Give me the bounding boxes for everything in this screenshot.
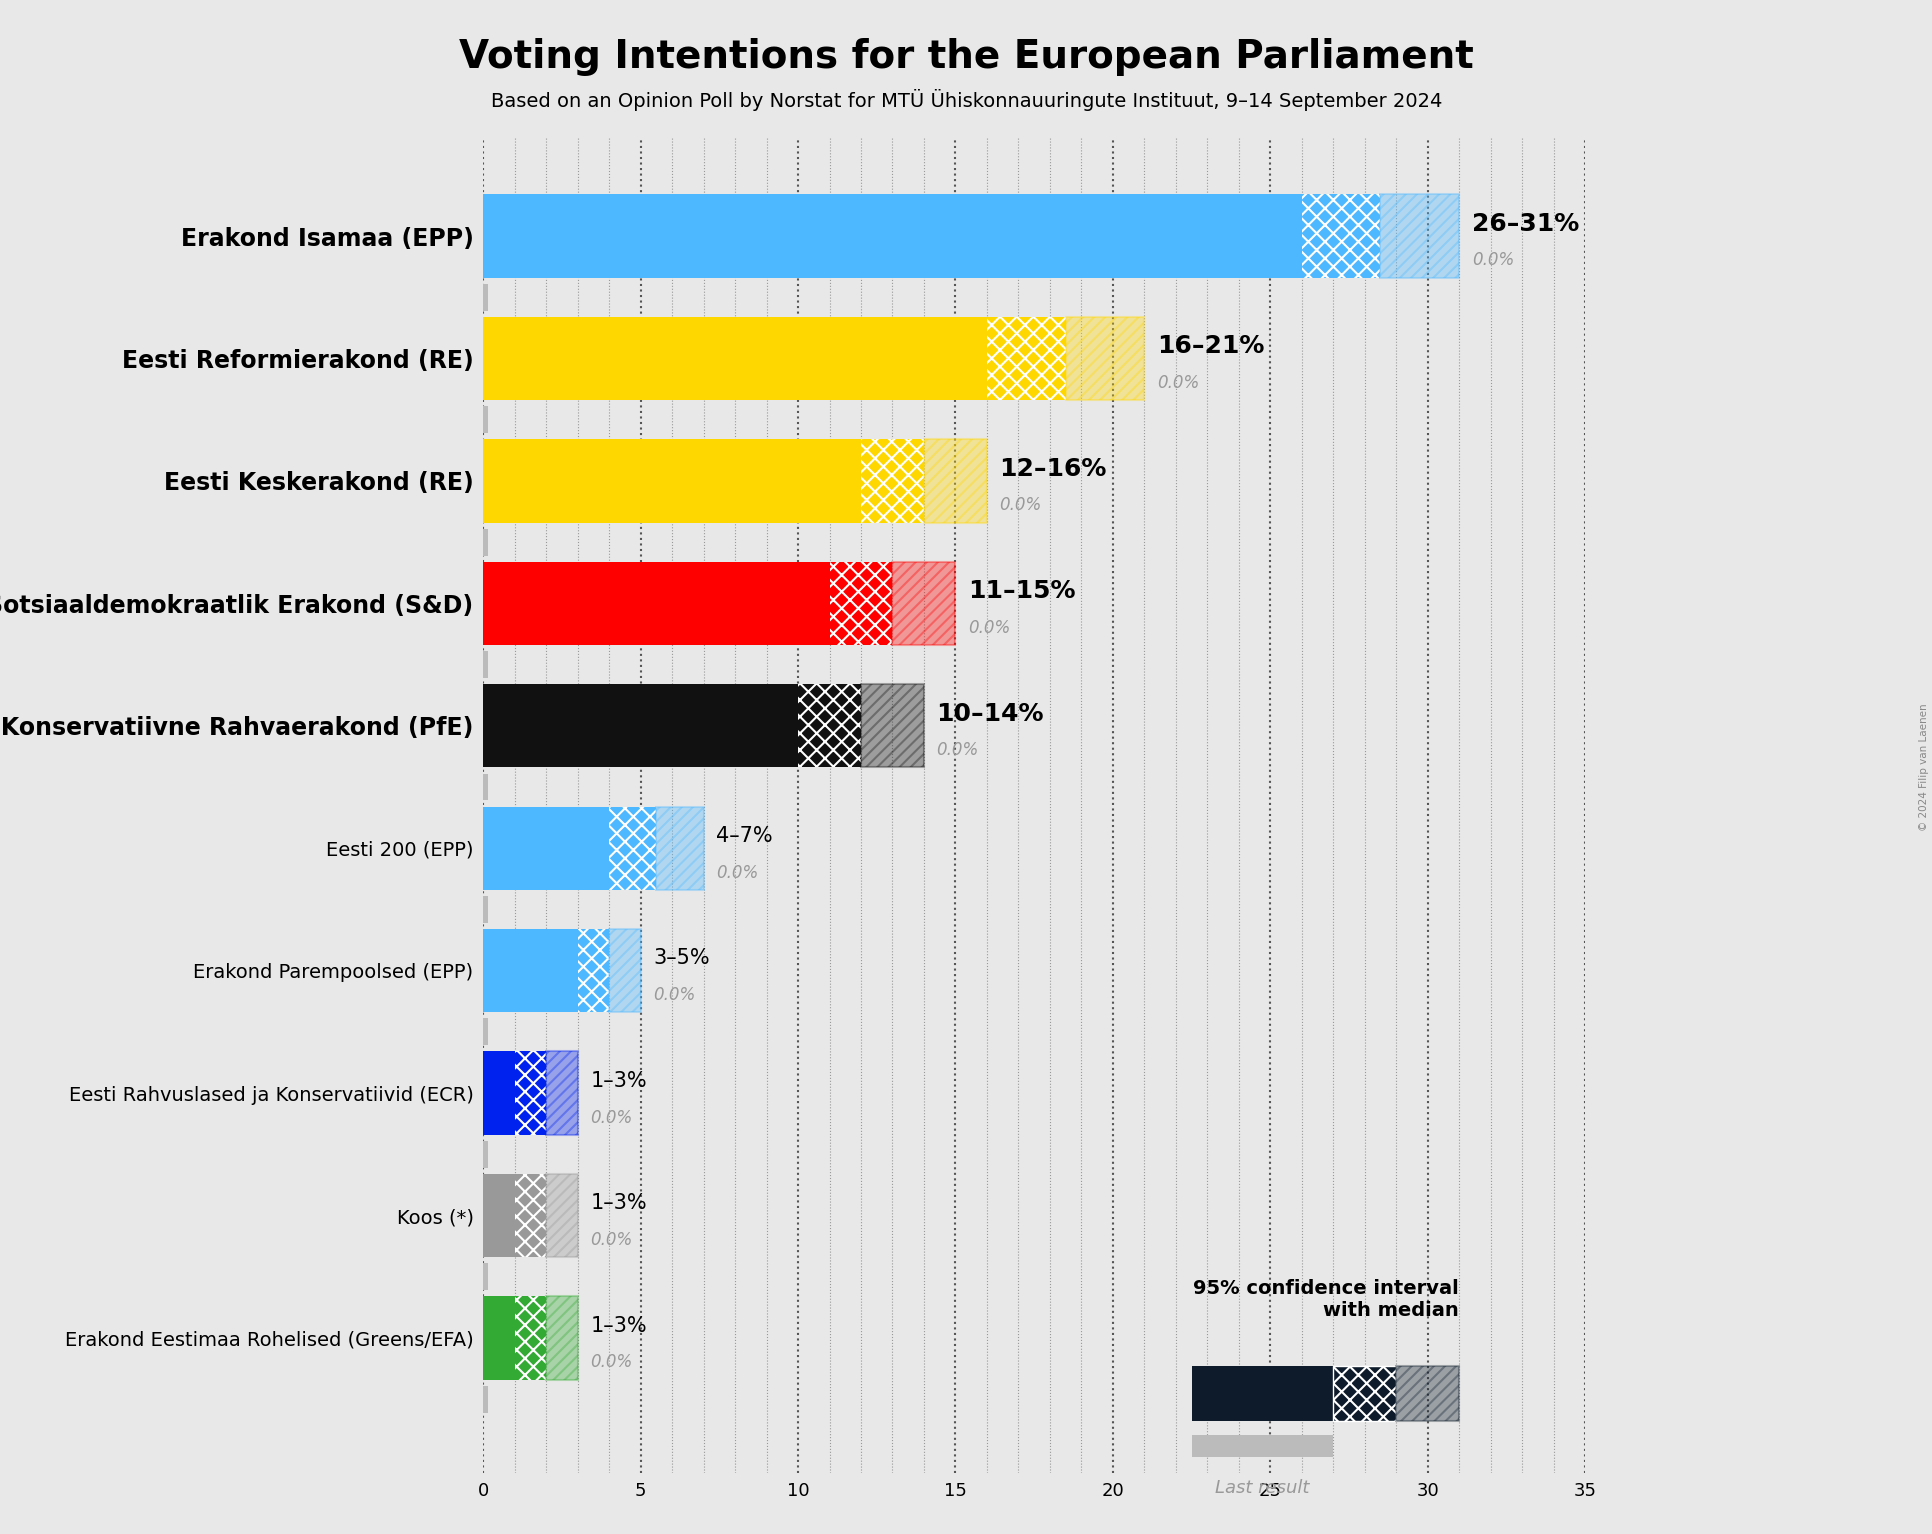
Bar	[483, 1019, 487, 1045]
Bar	[483, 650, 487, 678]
Bar	[987, 318, 1065, 400]
Text: 0.0%: 0.0%	[653, 986, 696, 1005]
Bar	[609, 930, 639, 1012]
Text: 1–3%: 1–3%	[589, 1071, 647, 1091]
Text: 0.0%: 0.0%	[937, 741, 978, 759]
Text: 3–5%: 3–5%	[653, 948, 709, 968]
Bar	[483, 773, 487, 801]
Bar	[923, 439, 987, 523]
Bar	[829, 561, 893, 644]
Text: 0.0%: 0.0%	[999, 497, 1041, 514]
Text: 0.0%: 0.0%	[717, 864, 757, 882]
Bar	[1333, 1365, 1395, 1420]
Bar	[483, 561, 829, 644]
Bar	[1190, 1434, 1333, 1457]
Bar	[483, 807, 609, 890]
Bar	[798, 684, 860, 767]
Bar	[483, 529, 487, 555]
Bar	[483, 1174, 514, 1258]
Bar	[547, 1174, 578, 1258]
Text: 0.0%: 0.0%	[1157, 374, 1198, 393]
Bar	[483, 318, 987, 400]
Bar	[483, 1385, 487, 1413]
Bar	[514, 1051, 547, 1135]
Text: Voting Intentions for the European Parliament: Voting Intentions for the European Parli…	[460, 38, 1472, 77]
Bar	[1190, 1365, 1333, 1420]
Bar	[483, 439, 860, 523]
Bar	[514, 1174, 547, 1258]
Bar	[893, 561, 954, 644]
Text: 4–7%: 4–7%	[717, 825, 773, 845]
Bar	[860, 684, 923, 767]
Bar	[1379, 195, 1459, 278]
Bar	[657, 807, 703, 890]
Bar	[483, 896, 487, 923]
Text: © 2024 Filip van Laenen: © 2024 Filip van Laenen	[1918, 703, 1928, 831]
Text: 95% confidence interval
with median: 95% confidence interval with median	[1192, 1279, 1459, 1319]
Bar	[483, 1141, 487, 1167]
Text: 0.0%: 0.0%	[589, 1230, 632, 1249]
Text: 10–14%: 10–14%	[937, 701, 1043, 726]
Bar	[483, 407, 487, 433]
Text: 1–3%: 1–3%	[589, 1316, 647, 1336]
Text: 26–31%: 26–31%	[1470, 212, 1578, 236]
Text: 16–21%: 16–21%	[1157, 334, 1264, 359]
Bar	[483, 1296, 514, 1379]
Bar	[547, 1296, 578, 1379]
Bar	[483, 930, 578, 1012]
Text: Based on an Opinion Poll by Norstat for MTÜ Ühiskonnauuringute Instituut, 9–14 S: Based on an Opinion Poll by Norstat for …	[491, 89, 1441, 110]
Bar	[1065, 318, 1144, 400]
Bar	[1395, 1365, 1459, 1420]
Text: 0.0%: 0.0%	[589, 1353, 632, 1371]
Bar	[514, 1296, 547, 1379]
Text: 11–15%: 11–15%	[968, 578, 1074, 603]
Text: 0.0%: 0.0%	[968, 618, 1010, 637]
Text: Last result: Last result	[1215, 1479, 1308, 1497]
Bar	[578, 930, 609, 1012]
Bar	[483, 1051, 514, 1135]
Bar	[483, 284, 487, 311]
Text: 12–16%: 12–16%	[999, 457, 1107, 480]
Bar	[483, 1264, 487, 1290]
Bar	[483, 195, 1300, 278]
Text: 0.0%: 0.0%	[589, 1109, 632, 1126]
Bar	[547, 1051, 578, 1135]
Bar	[609, 807, 657, 890]
Bar	[483, 684, 798, 767]
Text: 0.0%: 0.0%	[1470, 252, 1513, 270]
Bar	[1300, 195, 1379, 278]
Bar	[860, 439, 923, 523]
Text: 1–3%: 1–3%	[589, 1193, 647, 1213]
